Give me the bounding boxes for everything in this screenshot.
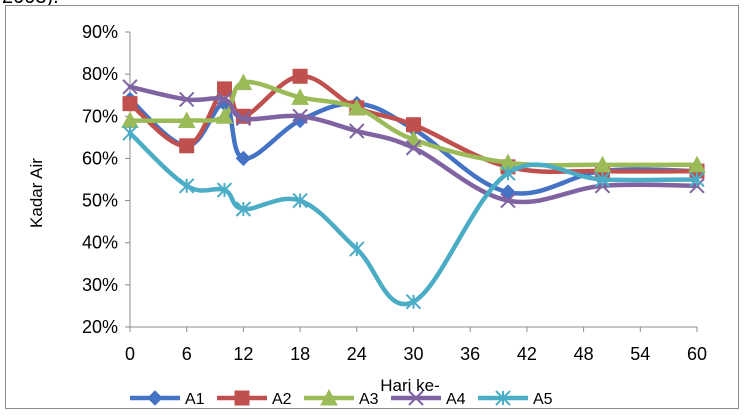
data-point-a3 <box>347 98 366 116</box>
data-point-a4 <box>235 110 252 127</box>
data-point-a5 <box>594 171 611 188</box>
data-point-a2 <box>406 117 421 133</box>
data-point-a2 <box>122 96 138 112</box>
legend-marker <box>147 390 163 406</box>
y-tick-label: 40% <box>82 233 118 253</box>
data-point-a5 <box>689 171 705 188</box>
y-tick-label: 30% <box>82 275 118 295</box>
y-tick-label: 20% <box>82 317 118 337</box>
x-tick-label: 24 <box>347 344 367 364</box>
x-tick-label: 0 <box>125 344 135 364</box>
legend-marker <box>495 390 511 406</box>
legend-label: A3 <box>359 391 379 408</box>
data-point-a4 <box>216 91 233 108</box>
chart-area <box>5 5 739 409</box>
data-point-a5 <box>216 182 233 198</box>
y-tick-label: 60% <box>82 148 118 168</box>
y-tick-label: 70% <box>82 106 118 126</box>
x-tick-label: 6 <box>182 344 192 364</box>
data-point-a5 <box>349 241 365 257</box>
legend-label: A4 <box>446 391 466 408</box>
legend-marker <box>320 388 338 406</box>
data-point-a2 <box>217 81 232 97</box>
legend-item-a2: A2 <box>217 390 292 408</box>
data-point-a4 <box>349 123 365 139</box>
legend-item-a5: A5 <box>478 390 553 408</box>
data-point-a5 <box>292 192 308 209</box>
axes: 20% 30% 40% 50% 60% 70% 80% 90% 0 6 12 18 24 30 36 42 48… <box>82 22 707 364</box>
x-tick-label: 60 <box>687 344 707 364</box>
data-point-a3 <box>234 73 253 91</box>
series-layer <box>121 68 706 310</box>
legend-item-a3: A3 <box>304 388 379 408</box>
x-tick-label: 12 <box>233 344 253 364</box>
data-point-a3 <box>593 155 612 173</box>
data-point-a3 <box>291 88 309 105</box>
x-axis-title: Hari ke- <box>380 376 440 395</box>
y-tick-label: 50% <box>82 191 118 211</box>
data-point-a2 <box>292 68 308 84</box>
data-point-a5 <box>405 294 422 310</box>
legend-label: A2 <box>272 391 292 408</box>
data-point-a4 <box>292 108 308 124</box>
series-line-a5 <box>127 130 700 307</box>
data-point-a5 <box>500 165 516 181</box>
legend-item-a4: A4 <box>391 390 466 408</box>
data-point-a3 <box>177 111 196 128</box>
data-point-a3 <box>215 107 234 124</box>
legend-label: A5 <box>533 391 553 408</box>
x-tick-label: 30 <box>403 344 423 364</box>
x-tick-label: 18 <box>290 344 310 364</box>
legend-item-a1: A1 <box>130 390 205 408</box>
series-a5 <box>122 125 705 310</box>
data-point-a4 <box>500 192 516 209</box>
x-tick-label: 54 <box>630 344 650 364</box>
data-point-a2 <box>179 138 195 154</box>
legend: A1 A2 A3 A4 A5 <box>130 388 553 408</box>
data-point-a4 <box>122 79 138 95</box>
legend-marker <box>234 390 250 406</box>
data-point-a1 <box>235 150 252 167</box>
y-axis-title: Kadar Air <box>27 158 46 228</box>
x-tick-label: 42 <box>517 344 537 364</box>
y-tick-label: 80% <box>82 64 118 84</box>
x-tick-label: 48 <box>574 344 594 364</box>
data-point-a4 <box>178 91 195 108</box>
data-point-a5 <box>178 178 195 194</box>
data-point-a4 <box>405 140 422 156</box>
data-point-a5 <box>235 201 252 217</box>
x-tick-label: 36 <box>460 344 480 364</box>
data-point-a5 <box>122 125 138 141</box>
data-point-a3 <box>688 155 706 173</box>
legend-label: A1 <box>185 391 205 408</box>
legend-marker <box>408 390 424 406</box>
y-tick-label: 90% <box>82 22 118 42</box>
page-text-fragment: 2003). <box>2 0 59 9</box>
